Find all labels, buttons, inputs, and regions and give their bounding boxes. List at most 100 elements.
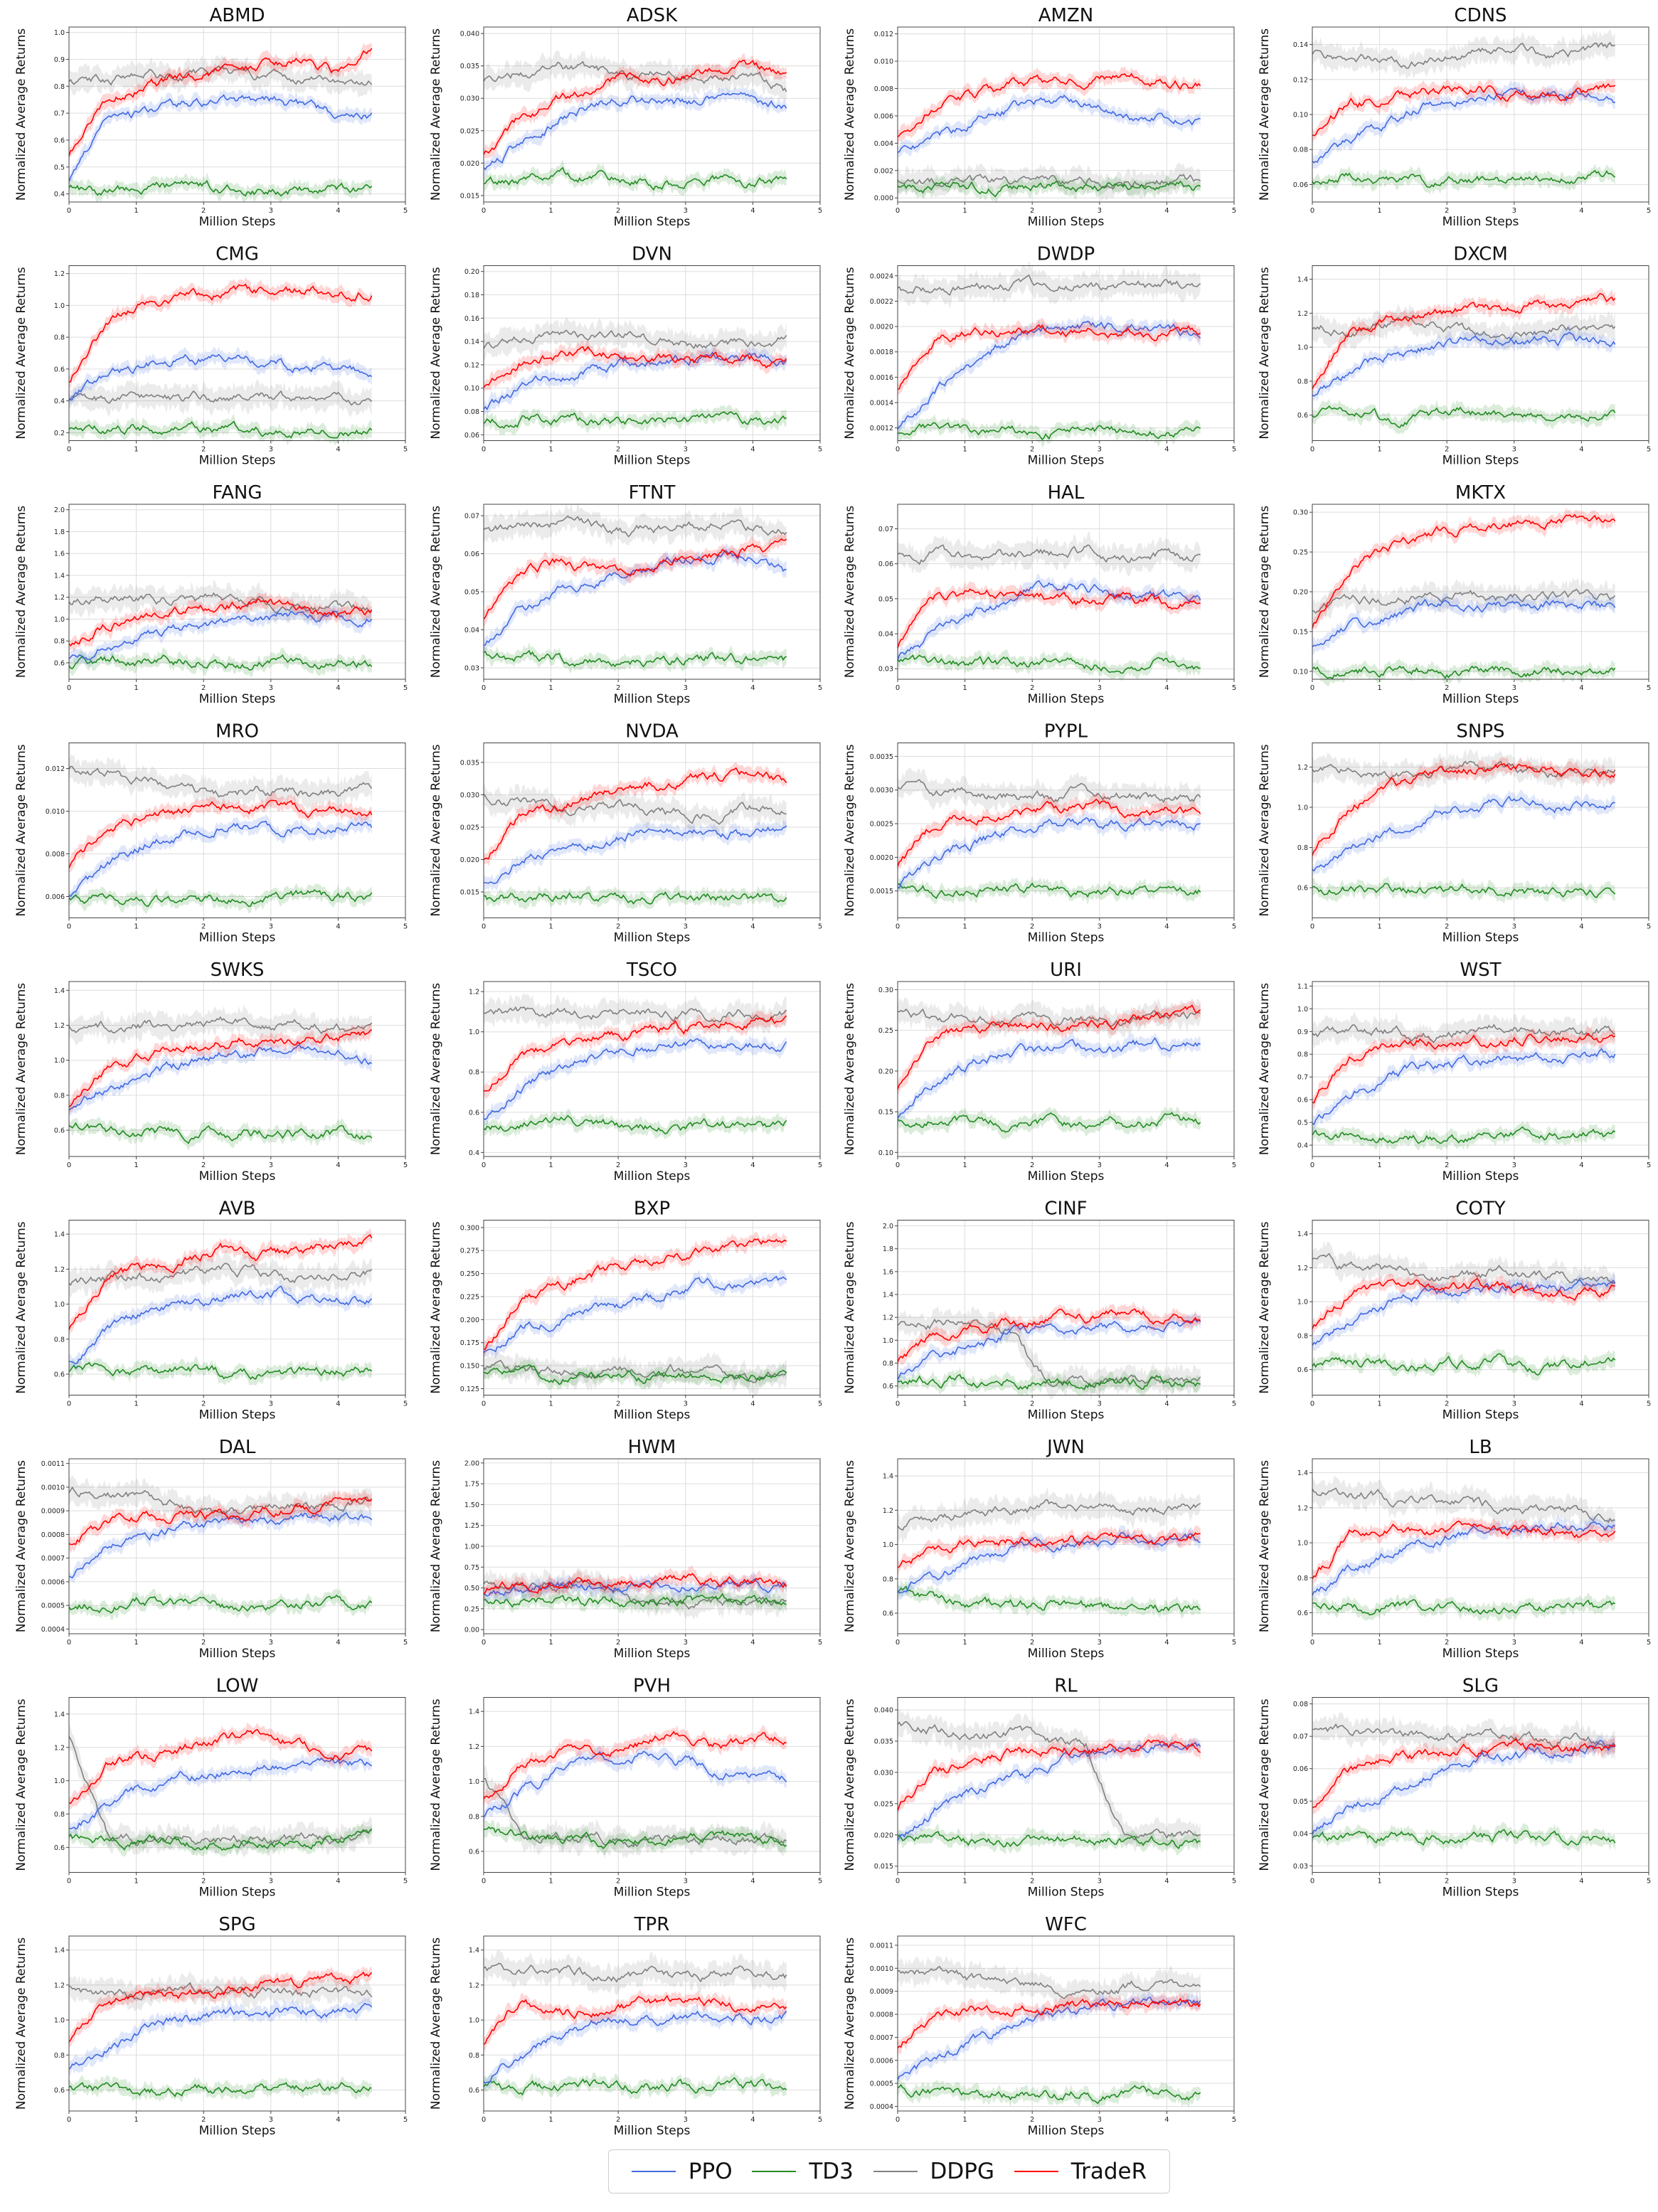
x-tick-label: 3 [1512, 923, 1516, 931]
x-axis-label: Million Steps [199, 931, 276, 945]
x-tick-label: 0 [482, 1161, 486, 1169]
x-tick-label: 5 [1647, 684, 1651, 692]
y-tick-label: 1.2 [469, 989, 479, 996]
y-tick-label: 0.250 [460, 1270, 479, 1278]
x-tick-label: 2 [1030, 1878, 1034, 1886]
series-line-ddpg [68, 592, 373, 615]
y-tick-label: 0.08 [1293, 147, 1308, 154]
band-ddpg [898, 531, 1201, 576]
x-tick-label: 2 [616, 446, 620, 454]
x-tick-label: 4 [1164, 207, 1169, 215]
legend-label-td3: TD3 [809, 2159, 854, 2184]
series-line-ddpg [897, 1966, 1201, 2000]
subplot-hal: 0 1 2 3 4 5 0.03 0.04 0.05 0.06 0.07 HAL Million Ste… [843, 482, 1236, 706]
y-tick-label: 0.15 [1293, 628, 1308, 636]
x-tick-label: 4 [750, 923, 755, 931]
x-tick-label: 1 [548, 207, 553, 215]
band-ppo [1312, 324, 1615, 402]
y-axis-label: Normalized Average Returns [429, 267, 443, 439]
series-line-td3 [483, 649, 787, 668]
x-tick-label: 5 [818, 1639, 822, 1647]
y-tick-label: 0.006 [874, 112, 893, 120]
y-tick-label: 1.2 [1297, 1265, 1308, 1272]
y-tick-label: 0.020 [460, 856, 479, 864]
y-tick-label: 1.4 [54, 1711, 65, 1718]
y-tick-label: 0.6 [469, 1109, 479, 1117]
x-axis-label: Million Steps [614, 1169, 691, 1184]
subplot-title: MKTX [1455, 482, 1506, 504]
x-axis-label: Million Steps [614, 454, 691, 468]
y-tick-label: 0.6 [883, 1610, 893, 1618]
y-tick-label: 0.8 [54, 1092, 65, 1100]
y-tick-label: 0.0006 [41, 1578, 65, 1586]
y-tick-label: 1.2 [469, 1743, 479, 1751]
band-td3 [484, 1109, 787, 1139]
series-line-ppo [68, 2002, 373, 2070]
series-line-td3 [1312, 1599, 1616, 1616]
band-trader [898, 66, 1201, 146]
x-tick-label: 5 [818, 1400, 822, 1408]
series-line-trader [1312, 1738, 1616, 1809]
x-tick-label: 1 [1377, 446, 1381, 454]
series-line-trader [1312, 514, 1616, 629]
y-axis-label: Normalized Average Returns [1258, 1460, 1272, 1632]
x-tick-label: 0 [67, 923, 71, 931]
x-tick-label: 3 [684, 1161, 688, 1169]
x-tick-label: 1 [548, 1639, 553, 1647]
band-trader [69, 1489, 372, 1553]
x-tick-label: 2 [201, 207, 206, 215]
x-tick-label: 0 [482, 446, 486, 454]
y-tick-label: 0.08 [464, 408, 479, 416]
x-tick-label: 5 [818, 1161, 822, 1169]
series-line-trader [897, 1739, 1201, 1811]
subplot-title: ADSK [627, 5, 678, 26]
band-ddpg [1312, 1712, 1615, 1760]
band-ppo [898, 314, 1201, 436]
series-line-trader [483, 59, 787, 155]
x-tick-label: 4 [1164, 1878, 1169, 1886]
x-tick-label: 4 [336, 923, 340, 931]
x-tick-label: 4 [1579, 1400, 1583, 1408]
x-tick-label: 3 [1098, 1878, 1102, 1886]
x-tick-label: 2 [1030, 684, 1034, 692]
x-tick-label: 1 [548, 684, 553, 692]
series-line-ddpg [897, 1008, 1201, 1028]
band-trader [69, 592, 372, 653]
band-td3 [69, 647, 372, 678]
x-tick-label: 1 [1377, 1161, 1381, 1169]
band-ppo [1312, 1514, 1615, 1602]
y-axis-label: Normalized Average Returns [429, 744, 443, 916]
plot-frame [897, 743, 1235, 918]
band-ppo [484, 1745, 787, 1824]
plot-frame [483, 1935, 821, 2112]
y-tick-label: 0.25 [878, 1027, 893, 1035]
x-tick-label: 1 [962, 684, 967, 692]
plot-frame [897, 265, 1235, 441]
x-tick-label: 0 [896, 923, 900, 931]
y-axis-label: Normalized Average Returns [1258, 744, 1272, 916]
x-tick-label: 3 [1098, 1639, 1102, 1647]
series-line-trader [68, 1971, 373, 2043]
subplot-title: CMG [216, 244, 259, 265]
y-tick-label: 1.0 [54, 302, 65, 310]
band-trader [484, 1009, 787, 1099]
series-line-td3 [897, 1585, 1201, 1613]
y-axis-label: Normalized Average Returns [843, 267, 857, 439]
x-tick-label: 0 [67, 1161, 71, 1169]
legend-swatch-trader [1014, 2171, 1058, 2172]
band-ddpg [898, 1955, 1201, 2011]
y-axis-label: Normalized Average Returns [843, 1221, 857, 1393]
x-tick-label: 5 [818, 684, 822, 692]
band-trader [1312, 78, 1615, 143]
band-trader [898, 1302, 1201, 1369]
subplot-rl: 0 1 2 3 4 5 0.015 0.020 0.025 0.030 0.035 0.040 RL Mi… [843, 1676, 1236, 1900]
x-tick-label: 3 [684, 1400, 688, 1408]
y-tick-label: 0.15 [878, 1109, 893, 1117]
band-ppo [898, 90, 1201, 158]
series-line-trader [483, 1573, 787, 1595]
x-tick-label: 0 [896, 684, 900, 692]
subplot-title: WFC [1045, 1914, 1087, 1935]
plot-frame [68, 265, 406, 441]
y-tick-label: 0.040 [460, 31, 479, 38]
series-line-ddpg [68, 1982, 373, 2001]
